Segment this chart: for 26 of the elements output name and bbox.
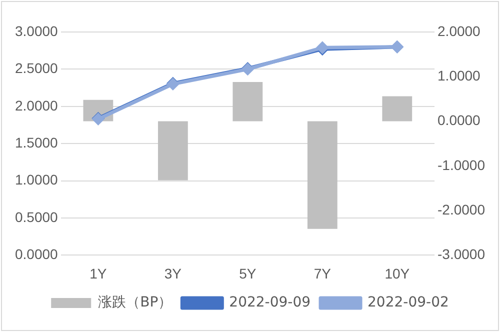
bar — [232, 82, 263, 122]
y-tick-label: 0.0000 — [14, 246, 58, 262]
y-tick-label: 2.0000 — [14, 97, 58, 114]
x-tick-label: 7Y — [314, 265, 332, 282]
x-tick-label: 5Y — [239, 265, 257, 282]
y-tick-label: 0.5000 — [14, 208, 58, 225]
y2-tick-label: 2.0000 — [438, 22, 481, 39]
x-tick-label: 1Y — [90, 265, 108, 282]
x-tick-label: 3Y — [164, 265, 182, 282]
point — [316, 42, 328, 54]
legend-label: 2022-09-09 — [229, 294, 311, 311]
y2-tick-label: -3.0000 — [438, 246, 486, 262]
x-tick-label: 10Y — [384, 265, 410, 282]
bar — [158, 121, 188, 180]
legend-label: 涨跌（BP） — [98, 294, 172, 311]
y2-tick-label: 1.0000 — [438, 68, 481, 84]
y2-tick-label: -2.0000 — [438, 201, 486, 218]
y2-tick-label: -1.0000 — [438, 156, 486, 173]
y-tick-label: 2.5000 — [14, 60, 58, 76]
y-tick-label: 1.0000 — [14, 172, 58, 188]
legend-label: 2022-09-02 — [368, 294, 449, 311]
bar — [382, 96, 412, 122]
y2-tick-label: 0.0000 — [438, 112, 481, 128]
y-tick-label: 1.5000 — [14, 134, 58, 150]
y-tick-label: 3.0000 — [14, 22, 58, 39]
bar — [307, 121, 338, 229]
